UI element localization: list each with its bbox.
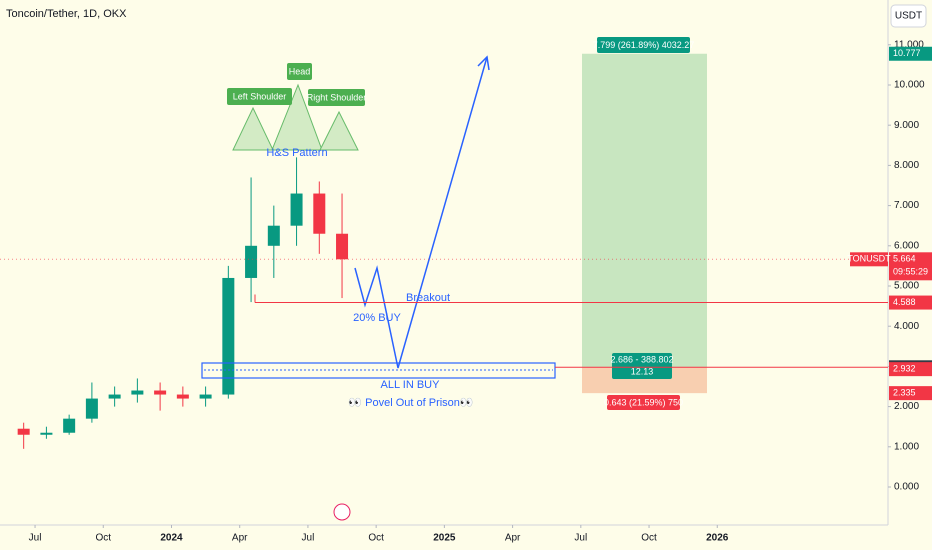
label-box [597,37,690,53]
candle-body [154,390,167,395]
symbol-tag [850,252,888,267]
symbol-label: TONUSDT [847,254,891,264]
y-tick-label: 7.000 [894,200,919,211]
x-tick-label: Jul [574,533,587,544]
stop-label: 0.643 (21.59%) 750 [604,397,683,407]
entry-label: 2.686 - 388.802 [610,354,673,364]
left-shoulder-triangle [232,106,274,151]
x-tick-label: Oct [95,533,111,544]
price-tag [889,252,932,281]
head-triangle [271,83,323,151]
candle-body [131,390,144,395]
candle-body [313,193,326,234]
label-box [227,88,292,105]
y-tick-label: 10.000 [894,80,925,91]
countdown: 09:55:29 [893,267,928,277]
x-tick-label: Jul [29,533,42,544]
x-tick-label: Jul [302,533,315,544]
price-tag [889,46,932,61]
y-tick-label: 0.000 [894,482,919,493]
label-box [607,395,680,410]
arrow-head [477,55,490,71]
buy-zone [201,362,556,379]
note-label: 👀 Povel Out of Prison👀 [348,397,474,409]
x-tick-label: Oct [641,533,657,544]
target-label: 7.799 (261.89%) 4032.27 [593,40,695,50]
chart-title: Toncoin/Tether, 1D, OKX [6,8,127,20]
right-shoulder-label: Right Shoulder [307,92,367,102]
label-box [287,63,312,80]
candle-body [336,233,349,260]
x-tick-label: Apr [505,533,521,544]
price-tag [889,295,932,310]
candle-body [40,432,53,435]
all-in-label: ALL IN BUY [381,379,441,391]
price-tag [889,386,932,401]
x-tick-label: 2025 [433,533,456,544]
label-box [612,353,672,379]
label-box [308,89,365,106]
y-tick-label: 8.000 [894,160,919,171]
candle-body [245,245,258,278]
price-tag-label: 2.335 [893,388,916,398]
price-tag [889,362,932,377]
x-tick-label: 2026 [706,533,729,544]
candle-body [85,398,98,419]
pattern-label: H&S Pattern [266,147,327,159]
candle-body [63,418,76,433]
price-tag-label: 2.932 [893,364,916,374]
y-tick-label: 1.000 [894,441,919,452]
left-shoulder-label: Left Shoulder [233,91,287,101]
projection-path [354,56,488,369]
currency[interactable]: USDT [895,11,922,22]
x-tick-label: 2024 [160,533,183,544]
candle-body [108,394,121,399]
candle-body [176,394,189,399]
profit-zone [582,53,707,368]
event-icon[interactable] [333,503,351,521]
candle-body [199,394,212,399]
price-tag-label: 4.588 [893,297,916,307]
breakout-label: Breakout [406,292,450,304]
x-tick-label: Apr [232,533,248,544]
y-tick-label: 4.000 [894,321,919,332]
currency-button[interactable] [890,4,927,28]
y-tick-label: 5.000 [894,281,919,292]
candles [17,157,349,449]
price-tag-label: 10.777 [893,48,921,58]
candle-body [17,428,30,435]
right-shoulder-triangle [319,110,359,151]
y-tick-label: 6.000 [894,240,919,251]
entry-label: 12.13 [631,366,654,376]
head-label: Head [289,66,311,76]
y-tick-label: 9.000 [894,120,919,131]
candle-body [290,193,303,226]
y-tick-label: 2.000 [894,401,919,412]
candle-body [267,225,280,246]
price-tag-label: 5.664 [893,254,916,264]
candle-body [222,277,235,395]
y-tick-label: 11.000 [894,39,924,50]
x-tick-label: Oct [368,533,384,544]
buy-20-label: 20% BUY [353,312,401,324]
